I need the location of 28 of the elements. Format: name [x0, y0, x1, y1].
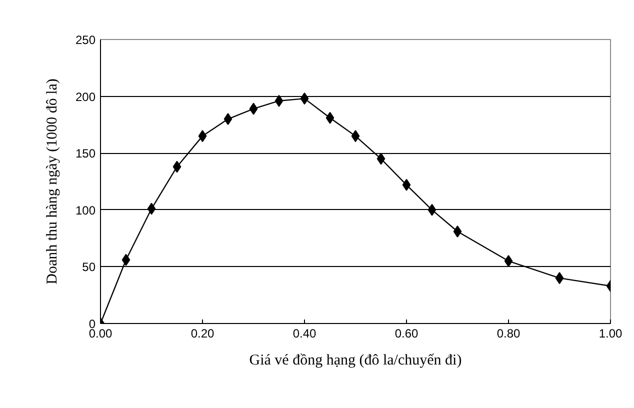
y-tick-label: 200	[75, 90, 96, 104]
point	[147, 202, 156, 215]
y-tick-label: 150	[75, 146, 96, 161]
point	[555, 272, 564, 284]
point	[122, 254, 130, 266]
point	[504, 255, 513, 268]
y-tick-label: 100	[75, 203, 96, 218]
point	[402, 178, 411, 191]
y-tick-label: 50	[82, 260, 96, 274]
x-tick-label: 0.60	[394, 326, 419, 340]
x-axis-title: Giá vé đồng hạng (đô la/chuyến đi)	[249, 352, 462, 368]
y-axis-title: Doanh thu hàng ngày (1000 đô la)	[44, 78, 60, 284]
point	[376, 152, 386, 165]
x-tick-label: 0.20	[190, 326, 215, 340]
point	[224, 113, 232, 126]
point	[198, 130, 207, 142]
x-tick-label: 0.40	[292, 326, 317, 340]
point	[300, 92, 309, 105]
point	[453, 225, 462, 238]
point	[249, 102, 258, 115]
point	[172, 160, 182, 173]
y-tick-label: 250	[75, 33, 96, 47]
point	[326, 112, 334, 124]
x-tick-label: 0.80	[496, 326, 521, 340]
point	[274, 94, 284, 107]
point	[351, 130, 360, 142]
x-tick-label: 1.00	[598, 326, 623, 340]
point	[428, 204, 436, 216]
